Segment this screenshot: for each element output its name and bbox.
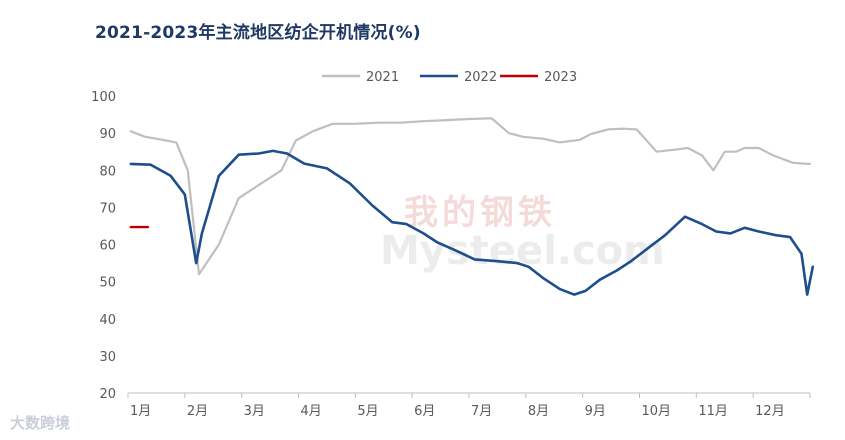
x-tick-label: 6月: [414, 404, 435, 419]
y-tick-label: 30: [99, 350, 116, 365]
y-tick-label: 40: [99, 313, 116, 328]
brand-watermark: 大数跨境: [10, 414, 71, 432]
y-tick-label: 20: [99, 387, 116, 402]
series-lines: [129, 117, 815, 296]
x-tick-label: 3月: [244, 404, 265, 419]
legend: 2021 2022 2023: [322, 70, 577, 85]
x-axis: 1月 2月 3月 4月 5月 6月 7月 8月 9月 10月 11月 12月: [127, 392, 811, 419]
x-tick-label: 2月: [187, 404, 208, 419]
y-axis: 20 30 40 50 60 70 80 90 100: [91, 90, 116, 402]
series-line-2022: [129, 149, 815, 296]
x-tick-label: 10月: [642, 404, 672, 419]
chart-title: 2021-2023年主流地区纺企开机情况(%): [95, 23, 421, 43]
legend-label-2023: 2023: [544, 70, 577, 85]
legend-label-2022: 2022: [464, 70, 497, 85]
y-tick-label: 70: [99, 201, 116, 216]
x-tick-label: 11月: [698, 404, 728, 419]
y-tick-label: 80: [99, 164, 116, 179]
y-tick-label: 60: [99, 239, 116, 254]
watermark: 我的钢铁 Mysteel.com: [380, 193, 665, 274]
x-tick-label: 8月: [528, 404, 549, 419]
x-tick-label: 4月: [301, 404, 322, 419]
x-tick-label: 5月: [357, 404, 378, 419]
y-tick-label: 50: [99, 276, 116, 291]
y-tick-label: 100: [91, 90, 116, 105]
series-line-2021: [129, 117, 812, 276]
x-tick-label: 9月: [585, 404, 606, 419]
x-tick-label: 7月: [471, 404, 492, 419]
x-tick-label: 12月: [755, 404, 785, 419]
y-tick-label: 90: [99, 127, 116, 142]
legend-label-2021: 2021: [366, 70, 399, 85]
x-tick-label: 1月: [130, 404, 151, 419]
